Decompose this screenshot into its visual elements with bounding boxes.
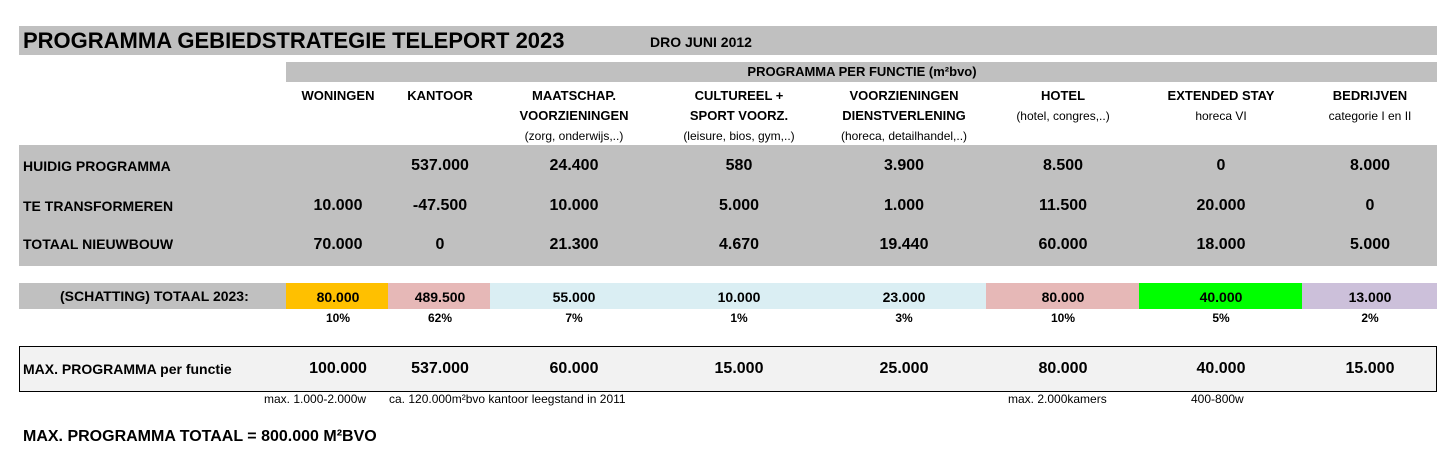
col-hotel-header-1: HOTEL	[1040, 88, 1086, 103]
note-hotel: max. 2.000kamers	[1008, 392, 1107, 406]
cell-huidig-bedrijven: 8.000	[1349, 157, 1391, 174]
col-extended-stay-header-2: horeca VI	[1195, 109, 1247, 123]
pct-extended-stay: 5%	[1212, 311, 1230, 325]
cell-huidig-voorzieningen: 3.900	[883, 157, 925, 174]
max-row-label: MAX. PROGRAMMA per functie	[23, 361, 232, 377]
footer-total: MAX. PROGRAMMA TOTAAL = 800.000 M²BVO	[23, 428, 377, 445]
header-group-bar	[286, 62, 1437, 82]
col-woningen-header: WONINGEN	[301, 88, 375, 103]
col-cultureel-header-3: (leisure, bios, gym,..)	[683, 129, 795, 143]
cell-nieuwbouw-maatschap: 21.300	[549, 236, 599, 253]
cell-huidig-hotel: 8.500	[1042, 157, 1084, 174]
pct-kantoor: 62%	[427, 311, 453, 325]
cell-nieuwbouw-voorzieningen: 19.440	[879, 236, 929, 253]
pct-voorzieningen: 3%	[895, 311, 913, 325]
max-extended-stay: 40.000	[1196, 360, 1246, 377]
cell-transformeren-bedrijven: 0	[1365, 197, 1375, 214]
estimate-cell-bg-voorzieningen	[822, 283, 986, 309]
col-cultureel-header-1: CULTUREEL +	[694, 88, 784, 103]
cell-huidig-maatschap: 24.400	[549, 157, 599, 174]
max-bedrijven: 15.000	[1345, 360, 1395, 377]
pct-hotel: 10%	[1050, 311, 1076, 325]
col-maatschap-header-2: VOORZIENINGEN	[519, 108, 629, 123]
estimate-label-bg	[19, 283, 286, 309]
cell-nieuwbouw-hotel: 60.000	[1038, 236, 1088, 253]
estimate-extended-stay: 40.000	[1199, 289, 1243, 305]
page-subtitle: DRO JUNI 2012	[650, 34, 752, 50]
estimate-label: (SCHATTING) TOTAAL 2023:	[60, 288, 249, 304]
title-bar	[19, 26, 1437, 55]
col-maatschap-header-1: MAATSCHAP.	[531, 88, 617, 103]
estimate-cell-bg-extended-stay	[1139, 283, 1302, 309]
row-label-huidig: HUIDIG PROGRAMMA	[23, 158, 171, 174]
cell-nieuwbouw-woningen: 70.000	[313, 236, 363, 253]
estimate-cell-bg-kantoor	[388, 283, 490, 309]
cell-transformeren-extended-stay: 20.000	[1196, 197, 1246, 214]
estimate-cell-bg-bedrijven	[1302, 283, 1437, 309]
col-voorzieningen-header-3: (horeca, detailhandel,..)	[840, 129, 968, 143]
estimate-cultureel: 10.000	[717, 289, 761, 305]
col-voorzieningen-header-1: VOORZIENINGEN	[849, 88, 959, 103]
pct-maatschap: 7%	[565, 311, 583, 325]
cell-nieuwbouw-extended-stay: 18.000	[1196, 236, 1246, 253]
col-voorzieningen-header-2: DIENSTVERLENING	[842, 108, 966, 123]
cell-nieuwbouw-kantoor: 0	[435, 236, 445, 253]
cell-transformeren-maatschap: 10.000	[549, 197, 599, 214]
estimate-maatschap: 55.000	[552, 289, 596, 305]
max-row-box	[19, 346, 1437, 392]
pct-bedrijven: 2%	[1361, 311, 1379, 325]
col-bedrijven-header-2: categorie I en II	[1328, 109, 1412, 123]
header-group-label: PROGRAMMA PER FUNCTIE (m²bvo)	[747, 64, 977, 79]
estimate-cell-bg-woningen	[286, 283, 388, 309]
max-woningen: 100.000	[309, 360, 367, 377]
row-label-nieuwbouw: TOTAAL NIEUWBOUW	[23, 236, 174, 252]
col-maatschap-header-3: (zorg, onderwijs,..)	[524, 129, 624, 143]
estimate-bedrijven: 13.000	[1348, 289, 1392, 305]
cell-huidig-cultureel: 580	[725, 157, 753, 174]
page-title: PROGRAMMA GEBIEDSTRATEGIE TELEPORT 2023	[23, 28, 565, 53]
col-cultureel-header-2: SPORT VOORZ.	[689, 108, 789, 123]
estimate-voorzieningen: 23.000	[882, 289, 926, 305]
cell-huidig-extended-stay: 0	[1216, 157, 1226, 174]
max-cultureel: 15.000	[714, 360, 764, 377]
cell-transformeren-cultureel: 5.000	[718, 197, 760, 214]
col-kantoor-header: KANTOOR	[407, 88, 473, 103]
col-bedrijven-header-1: BEDRIJVEN	[1332, 88, 1408, 103]
estimate-hotel: 80.000	[1041, 289, 1085, 305]
cell-transformeren-woningen: 10.000	[313, 197, 363, 214]
pct-woningen: 10%	[325, 311, 351, 325]
max-maatschap: 60.000	[549, 360, 599, 377]
col-extended-stay-header-1: EXTENDED STAY	[1167, 88, 1275, 103]
cell-transformeren-kantoor: -47.500	[412, 197, 468, 214]
estimate-woningen: 80.000	[316, 289, 360, 305]
estimate-cell-bg-cultureel	[658, 283, 822, 309]
max-hotel: 80.000	[1038, 360, 1088, 377]
note-kantoor: ca. 120.000m²bvo kantoor leegstand in 20…	[389, 392, 626, 406]
cell-nieuwbouw-cultureel: 4.670	[718, 236, 760, 253]
note-extended-stay: 400-800w	[1191, 392, 1244, 406]
cell-nieuwbouw-bedrijven: 5.000	[1349, 236, 1391, 253]
max-kantoor: 537.000	[411, 360, 469, 377]
col-hotel-header-2: (hotel, congres,..)	[1016, 109, 1110, 123]
estimate-cell-bg-maatschap	[490, 283, 658, 309]
cell-huidig-kantoor: 537.000	[411, 157, 469, 174]
estimate-cell-bg-hotel	[986, 283, 1139, 309]
data-block	[19, 145, 1437, 266]
cell-transformeren-voorzieningen: 1.000	[883, 197, 925, 214]
note-woningen: max. 1.000-2.000w	[264, 392, 367, 406]
estimate-kantoor: 489.500	[414, 289, 466, 305]
max-voorzieningen: 25.000	[879, 360, 929, 377]
cell-transformeren-hotel: 11.500	[1038, 197, 1088, 214]
row-label-transformeren: TE TRANSFORMEREN	[23, 198, 174, 214]
pct-cultureel: 1%	[730, 311, 748, 325]
